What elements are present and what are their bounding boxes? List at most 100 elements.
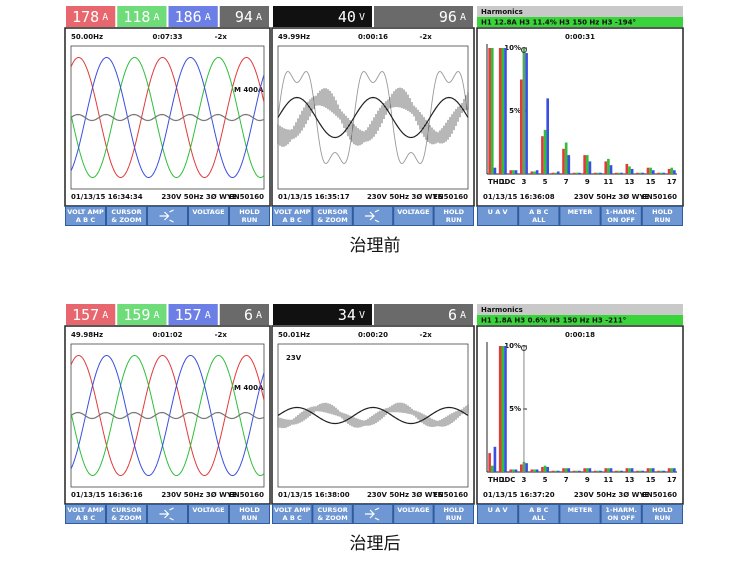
bar: [646, 468, 650, 472]
reading: 157 A: [72, 306, 108, 324]
reading: 118 A: [123, 8, 159, 26]
bar: [504, 346, 507, 472]
reading-value: 118: [123, 8, 150, 26]
x-tick-label: 17: [667, 178, 677, 186]
bar: [525, 53, 528, 174]
softkey-label: METER: [568, 208, 593, 216]
bar: [638, 172, 642, 174]
reading-value: 178: [72, 8, 99, 26]
softkey: [434, 505, 473, 523]
neutral-wave: [70, 411, 265, 420]
softkey-label: A B C: [76, 514, 96, 522]
reading-box: [117, 304, 167, 325]
bar: [556, 470, 560, 472]
x-tick-label: 1: [500, 178, 505, 186]
bar: [588, 468, 592, 472]
bar: [501, 346, 505, 472]
bar: [493, 446, 497, 472]
bar: [578, 172, 581, 174]
bar: [649, 167, 652, 174]
softkey-label: CURSOR: [317, 506, 347, 514]
bar: [562, 148, 565, 174]
bar: [641, 172, 645, 174]
softkey: [273, 505, 312, 523]
bar: [651, 170, 655, 174]
bar: [617, 470, 621, 472]
screen: [476, 27, 684, 207]
phase-wave: [70, 57, 265, 178]
bar: [530, 469, 534, 472]
bar: [578, 470, 581, 472]
bar: [535, 170, 539, 174]
title-bar: [477, 304, 683, 315]
bar: [628, 468, 631, 472]
x-tick-label: 1: [500, 476, 505, 484]
x-tick-label: 9: [585, 178, 590, 186]
bar: [572, 470, 576, 472]
bar: [554, 470, 557, 472]
bar: [564, 468, 568, 472]
bar: [599, 470, 602, 472]
reading-value: 94: [235, 8, 253, 26]
reading-value: 157: [175, 306, 202, 324]
softkey-label: HOLD: [444, 506, 465, 514]
date: 01/13/15 16:36:16: [71, 491, 143, 499]
reading-box: [374, 6, 473, 27]
bar: [533, 171, 536, 174]
bar: [609, 165, 613, 174]
x-tick-label: THDDC: [488, 476, 515, 484]
softkey-label: HOLD: [239, 208, 260, 216]
softkey-label: CURSOR: [111, 506, 141, 514]
softkey-label: HOLD: [652, 506, 673, 514]
bar: [670, 468, 674, 472]
reading-box: [219, 304, 269, 325]
y-tick-label: 5%: [509, 405, 521, 413]
reading: 157 A: [175, 306, 211, 324]
x-tick-label: 11: [604, 178, 614, 186]
bar: [614, 172, 618, 174]
bar: [599, 172, 602, 174]
bar: [604, 468, 608, 472]
setup: 230V 50Hz 3Ø WYE: [574, 193, 650, 201]
bar: [512, 170, 515, 174]
softkey: [394, 505, 433, 523]
bar: [585, 468, 589, 472]
bar: [617, 172, 621, 174]
cursor-knob: [520, 345, 527, 351]
current-wave: [277, 406, 469, 425]
zoom: -2x: [419, 33, 432, 41]
x-tick-label: 3: [522, 476, 527, 484]
phase-wave: [70, 57, 265, 178]
softkey: [519, 207, 559, 225]
reading: 34 V: [338, 306, 365, 324]
bar: [620, 470, 623, 472]
setup: 230V 50Hz 3Ø WYE: [367, 491, 443, 499]
bar: [567, 468, 571, 472]
softkey-label: CURSOR: [317, 208, 347, 216]
reading-value: 40: [338, 8, 356, 26]
arrow-icon: [159, 209, 174, 223]
frequency: 50.00Hz: [71, 33, 103, 41]
x-tick-label: 13: [625, 178, 635, 186]
date: 01/13/15 16:37:20: [483, 491, 555, 499]
bar: [649, 468, 652, 472]
bar: [657, 172, 660, 174]
elapsed-time: 0:00:16: [358, 33, 388, 41]
date: 01/13/15 16:34:34: [71, 193, 143, 201]
softkey-label: & ZOOM: [111, 514, 141, 522]
bar: [604, 161, 608, 174]
bar: [673, 170, 676, 174]
softkey: [601, 207, 641, 225]
date: 01/13/15 16:35:17: [278, 193, 350, 201]
bar: [662, 172, 666, 174]
bar: [625, 163, 629, 174]
x-tick-label: 15: [646, 476, 656, 484]
softkey-label: RUN: [655, 514, 671, 522]
arrow-icon: [365, 507, 380, 521]
x-tick-label: 7: [564, 476, 569, 484]
arrow-icon: [365, 209, 380, 223]
softkey: [560, 207, 600, 225]
bar: [583, 468, 586, 472]
